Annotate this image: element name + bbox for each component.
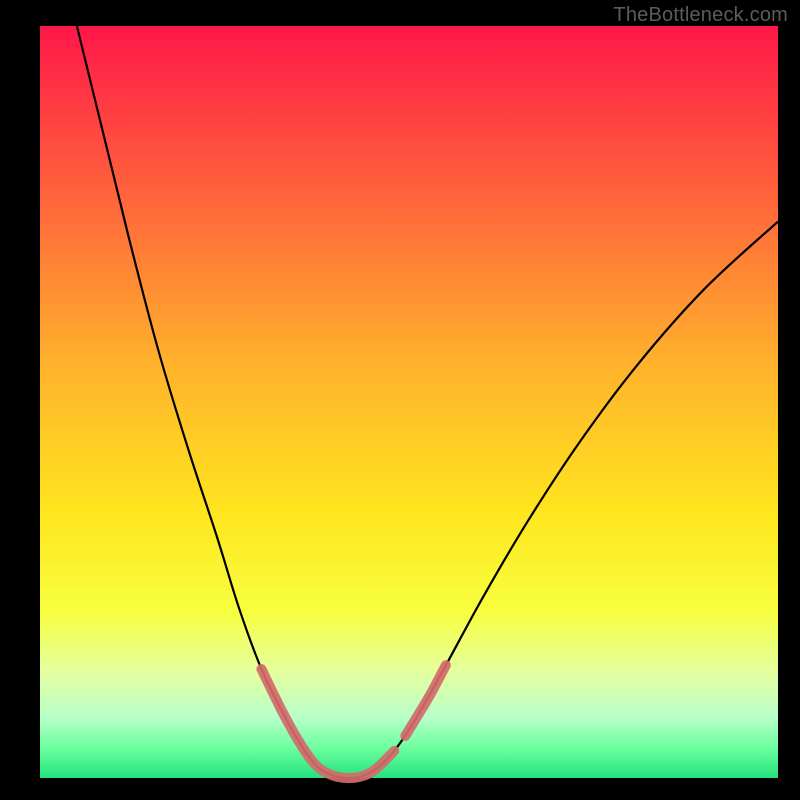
- chart-stage: TheBottleneck.com: [0, 0, 800, 800]
- plot-area: [40, 26, 778, 778]
- highlight-segment-1: [405, 665, 446, 736]
- bottleneck-curve: [77, 26, 778, 778]
- curve-layer: [40, 26, 778, 778]
- highlight-segment-0: [261, 669, 394, 778]
- watermark-label: TheBottleneck.com: [613, 4, 788, 27]
